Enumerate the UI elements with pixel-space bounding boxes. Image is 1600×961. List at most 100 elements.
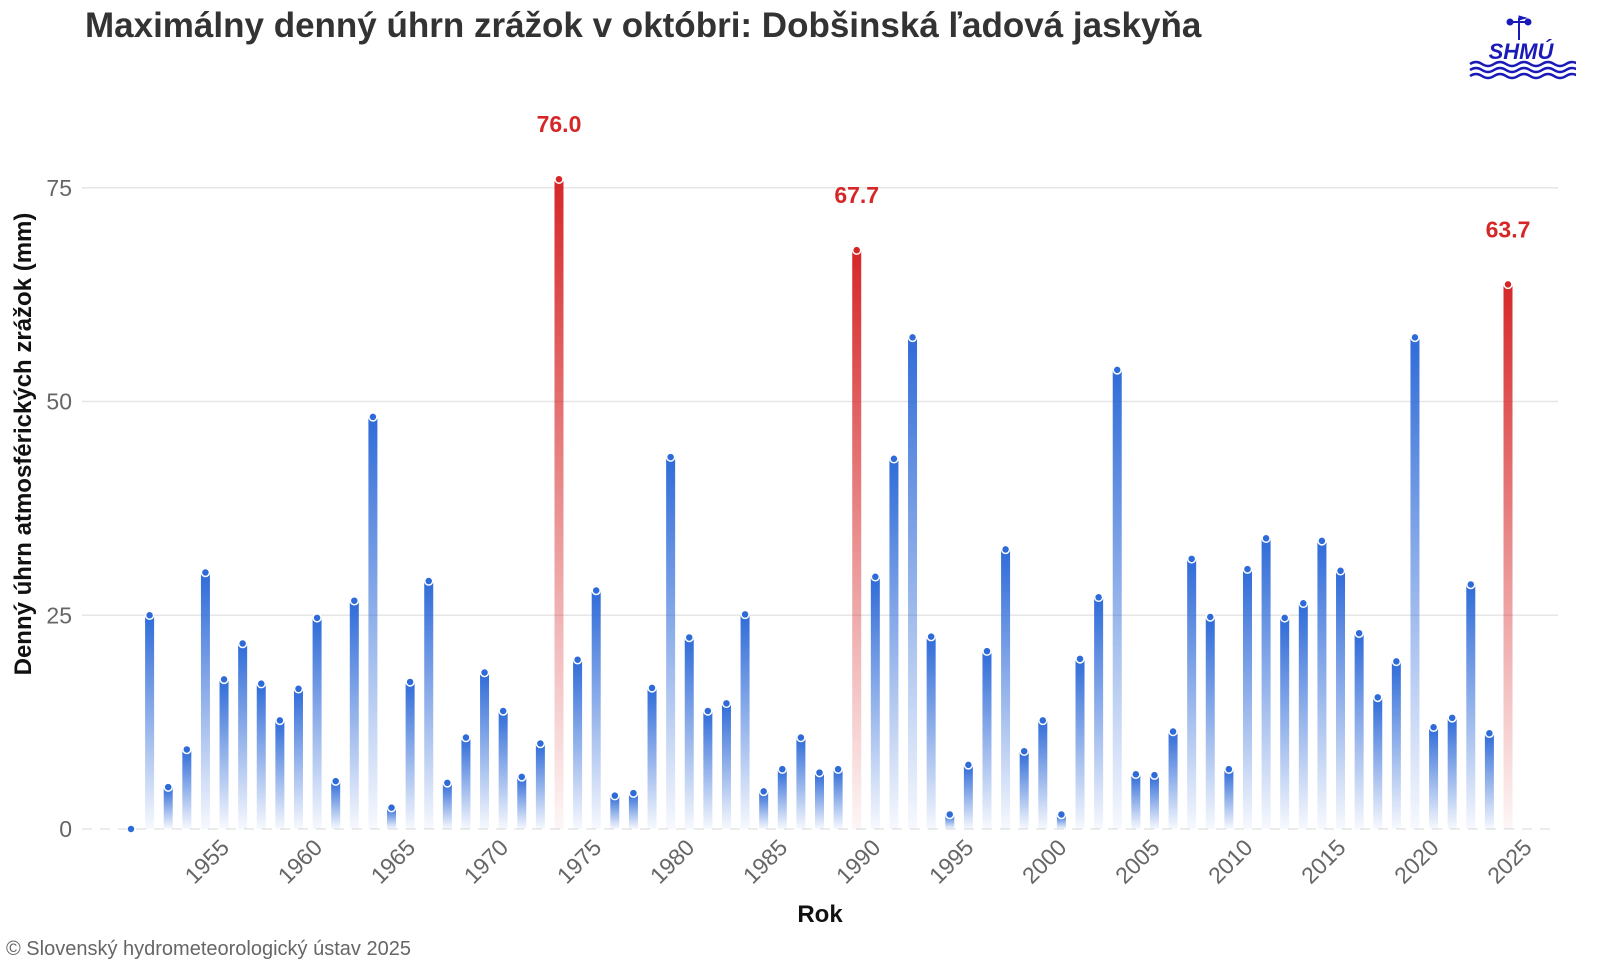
bar-2011 (1242, 564, 1253, 829)
y-tick-label: 75 (46, 175, 72, 201)
bar-1996 (963, 760, 974, 829)
x-tick-label: 1985 (738, 834, 793, 889)
bar-1962 (330, 776, 341, 829)
bar-rect (182, 749, 192, 829)
bar-1958 (256, 678, 267, 829)
bar-2014 (1298, 598, 1309, 829)
copyright-footer: © Slovenský hydrometeorologický ústav 20… (6, 938, 411, 960)
bar-point (684, 632, 694, 643)
bar-2016 (1335, 566, 1346, 829)
bar-point (182, 744, 192, 755)
bar-rect (1391, 661, 1401, 829)
bar-2013 (1279, 613, 1290, 829)
bar-point (349, 595, 360, 606)
bar-point (163, 782, 173, 792)
bar-1985 (758, 786, 769, 829)
bar-rect (480, 672, 490, 829)
bar-1956 (219, 674, 229, 829)
bar-1982 (703, 706, 713, 829)
bar-rect (163, 787, 173, 829)
bar-rect (647, 687, 657, 829)
bar-point (479, 667, 490, 678)
bar-2001 (1056, 809, 1067, 829)
bar-rect (1410, 337, 1420, 829)
x-tick-label: 2025 (1482, 834, 1537, 889)
bar-rect (591, 590, 601, 829)
bar-rect (610, 795, 620, 829)
bar-point (963, 760, 974, 770)
bar-point (740, 609, 750, 620)
bar-1997 (982, 646, 992, 829)
bar-point (1484, 728, 1495, 738)
bar-rect (908, 337, 918, 829)
bar-1952 (144, 610, 155, 829)
bar-2024 (1484, 728, 1495, 829)
bar-1978 (628, 788, 639, 829)
bar-point (1391, 656, 1402, 667)
x-tick-label: 1970 (459, 834, 514, 889)
bar-point (219, 674, 229, 685)
bar-point (1410, 332, 1420, 343)
bar-1968 (442, 778, 453, 829)
bar-2012 (1261, 533, 1271, 829)
bars (126, 174, 1513, 834)
bar-rect (926, 636, 936, 829)
bar-1987 (796, 732, 806, 829)
bar-rect (870, 576, 880, 829)
x-tick-label: 1995 (924, 834, 979, 889)
bar-1970 (479, 667, 490, 829)
bar-rect (796, 737, 806, 829)
bar-rect (740, 614, 750, 829)
bar-rect (1149, 775, 1159, 829)
bar-point (1019, 746, 1029, 756)
bar-rect (666, 457, 676, 829)
y-tick-label: 50 (46, 389, 72, 415)
bar-point (1205, 612, 1216, 622)
bar-1994 (926, 631, 936, 829)
bar-point (703, 706, 713, 716)
bar-1955 (200, 567, 211, 829)
bar-rect (1112, 369, 1122, 829)
bar-point (1354, 628, 1364, 638)
bar-2010 (1224, 764, 1234, 829)
bar-rect (945, 814, 955, 829)
bar-point (461, 732, 471, 743)
bar-point (926, 631, 936, 642)
bar-rect (1242, 569, 1252, 829)
bar-rect (368, 416, 378, 829)
bar-point (777, 764, 788, 774)
bar-rect (1373, 697, 1383, 829)
bar-rect (963, 764, 973, 829)
bar-2008 (1186, 554, 1197, 829)
bar-rect (759, 791, 769, 829)
bar-rect (777, 769, 787, 829)
bar-1960 (293, 684, 304, 829)
bar-1961 (312, 613, 322, 829)
bar-rect (1038, 720, 1048, 829)
bar-point (293, 684, 304, 694)
bar-point (1335, 566, 1346, 576)
bar-point (1466, 579, 1476, 590)
bar-1972 (517, 772, 527, 829)
bar-2022 (1447, 713, 1457, 829)
bar-point (330, 776, 341, 786)
bar-rect (852, 250, 862, 830)
bar-point (386, 802, 397, 813)
bar-rect (1001, 549, 1011, 829)
bar-rect (1261, 538, 1271, 829)
shmu-logo: SHMÚ (1469, 15, 1576, 80)
y-tick-label: 0 (59, 816, 72, 842)
bar-rect (275, 720, 285, 829)
bar-rect (405, 681, 415, 829)
bar-rect (1056, 814, 1066, 829)
bar-rect (1447, 717, 1457, 829)
bar-point (796, 732, 806, 743)
bar-rect (1298, 603, 1308, 829)
bar-point (1131, 769, 1141, 780)
bar-point (1168, 726, 1178, 737)
bar-1963 (349, 595, 360, 829)
bar-point (907, 332, 918, 343)
bar-point (758, 786, 769, 797)
bar-1951 (126, 824, 136, 834)
bar-point (1242, 564, 1253, 574)
